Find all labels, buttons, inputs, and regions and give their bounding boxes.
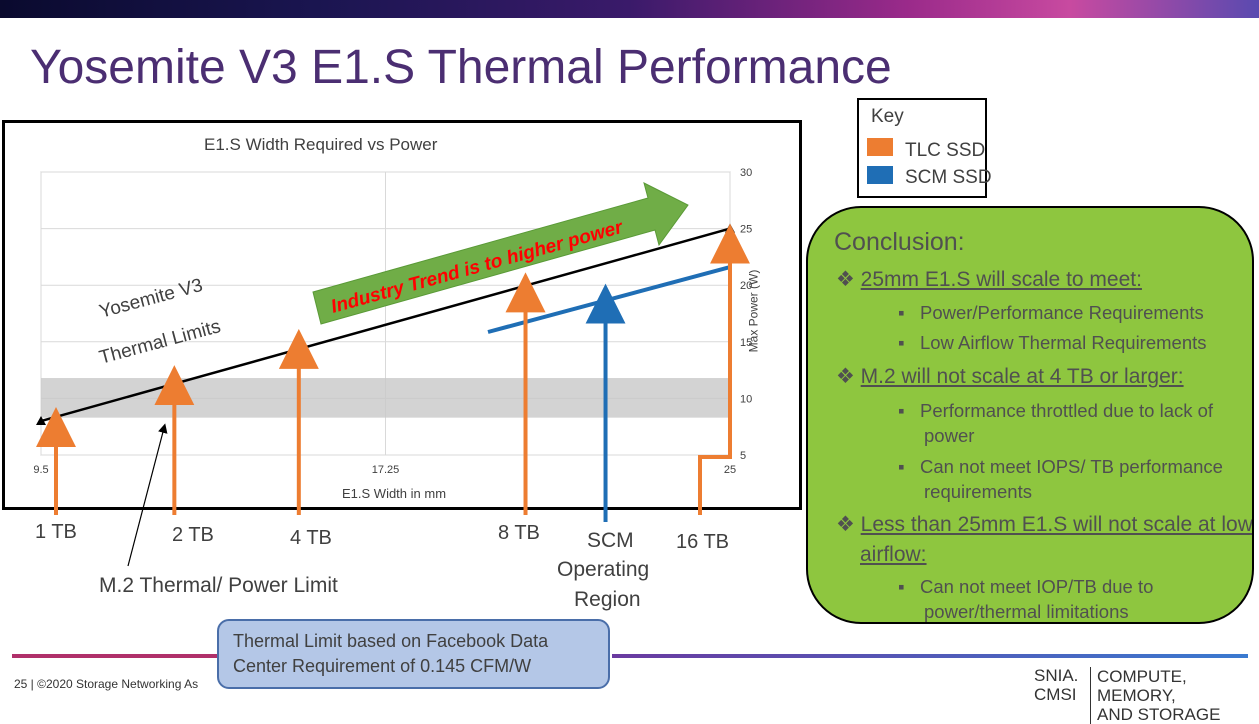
thermal-limit-note: Thermal Limit based on Facebook Data Cen… — [217, 619, 610, 689]
conclusion-box: Conclusion: ❖ 25mm E1.S will scale to me… — [806, 206, 1254, 624]
y-tick-label: 5 — [740, 450, 746, 462]
legend-key: Key TLC SSD SCM SSD — [857, 98, 987, 198]
capacity-label: 8 TB — [498, 522, 540, 544]
cmsi-logo-text: CMSI — [1034, 685, 1077, 704]
capacity-label: 2 TB — [172, 524, 214, 546]
tagline-line-2: AND STORAGE — [1097, 705, 1220, 724]
y-tick-label: 30 — [740, 167, 752, 179]
x-tick-label: 9.5 — [33, 464, 48, 476]
conclusion-sub-2-2: ▪ Can not meet IOPS/ TB performance requ… — [898, 454, 1254, 504]
legend-swatch-scm — [867, 166, 893, 184]
y-tick-label: 25 — [740, 224, 752, 236]
conclusion-item-2: ❖ M.2 will not scale at 4 TB or larger: — [836, 364, 1184, 389]
x-tick-label: 17.25 — [372, 464, 400, 476]
legend-swatch-tlc — [867, 138, 893, 156]
conclusion-sub-2-1: ▪ Performance throttled due to lack of p… — [898, 398, 1254, 448]
m2-limit-band — [41, 378, 730, 418]
footer-line-left — [12, 654, 252, 658]
footer-text: 25 | ©2020 Storage Networking As — [14, 677, 198, 691]
conclusion-sub-1-1: ▪ Power/Performance Requirements — [898, 302, 1204, 324]
scm-label-2: Operating — [557, 558, 649, 582]
legend-title: Key — [871, 106, 904, 128]
conclusion-sub-1-2: ▪ Low Airflow Thermal Requirements — [898, 332, 1207, 354]
chart-title: E1.S Width Required vs Power — [204, 135, 437, 155]
conclusion-sub-3-1: ▪ Can not meet IOP/TB due to power/therm… — [898, 574, 1254, 624]
x-tick-label: 25 — [724, 464, 736, 476]
legend-label-tlc: TLC SSD — [905, 140, 985, 162]
capacity-label: 16 TB — [676, 531, 729, 553]
x-axis-title: E1.S Width in mm — [342, 486, 446, 501]
tagline-line-1: COMPUTE, MEMORY, — [1097, 667, 1187, 705]
scm-label-1: SCM — [587, 529, 634, 553]
snia-logo: SNIA. CMSI — [1034, 666, 1078, 704]
footer-line-right — [612, 654, 1248, 658]
conclusion-item-3: ❖ Less than 25mm E1.S will not scale at … — [836, 510, 1254, 570]
cms-tagline: COMPUTE, MEMORY, AND STORAGE — [1090, 667, 1259, 724]
conclusion-heading: Conclusion: — [834, 228, 965, 257]
conclusion-item-1: ❖ 25mm E1.S will scale to meet: — [836, 267, 1142, 292]
y-tick-label: 10 — [740, 393, 752, 405]
snia-logo-text: SNIA. — [1034, 666, 1078, 685]
capacity-label: 1 TB — [35, 521, 77, 543]
legend-label-scm: SCM SSD — [905, 167, 992, 189]
capacity-label: 4 TB — [290, 527, 332, 549]
scm-label-3: Region — [574, 588, 641, 612]
band-label: M.2 Thermal/ Power Limit — [99, 574, 338, 598]
y-axis-title: Max Power (W) — [746, 270, 760, 353]
